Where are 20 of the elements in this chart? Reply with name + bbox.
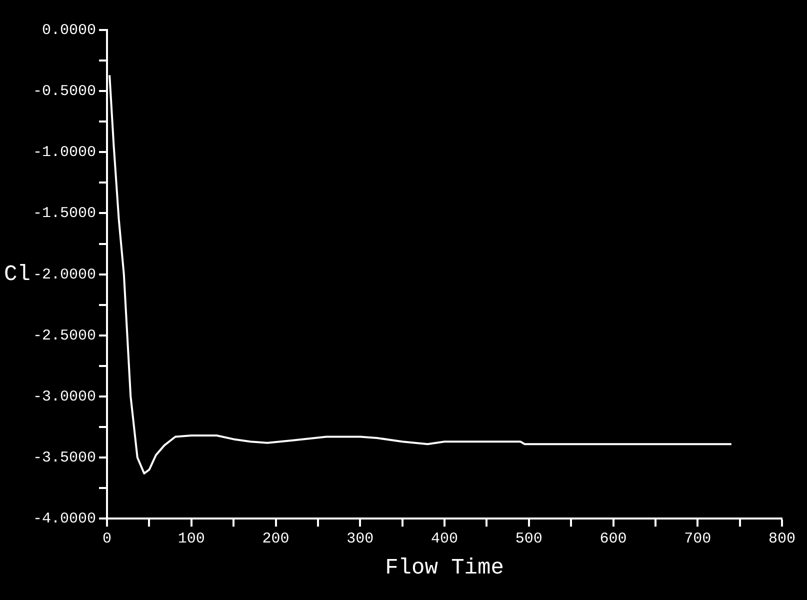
y-tick-label: -1.5000 xyxy=(32,205,96,222)
x-tick-label: 0 xyxy=(102,530,112,548)
x-tick-label: 200 xyxy=(262,530,290,548)
y-tick-label: -0.5000 xyxy=(32,83,96,100)
y-tick-label: -2.0000 xyxy=(32,266,96,284)
y-tick-label: -2.5000 xyxy=(32,327,96,344)
x-tick-label: 700 xyxy=(684,530,712,548)
x-tick-label: 400 xyxy=(430,530,458,548)
x-tick-label: 800 xyxy=(768,530,796,548)
y-tick-label: -4.0000 xyxy=(32,510,96,528)
x-tick-label: 100 xyxy=(178,530,205,548)
y-tick-label: -1.0000 xyxy=(32,144,96,162)
y-tick-label: -3.5000 xyxy=(32,449,96,466)
x-axis-title: Flow Time xyxy=(385,556,504,581)
x-tick-label: 300 xyxy=(346,530,374,548)
y-tick-label: 0.0000 xyxy=(42,22,96,39)
x-tick-label: 500 xyxy=(515,530,542,548)
y-tick-label: -3.0000 xyxy=(32,388,96,406)
x-tick-label: 600 xyxy=(600,530,627,548)
y-axis-title: Cl xyxy=(4,262,30,288)
